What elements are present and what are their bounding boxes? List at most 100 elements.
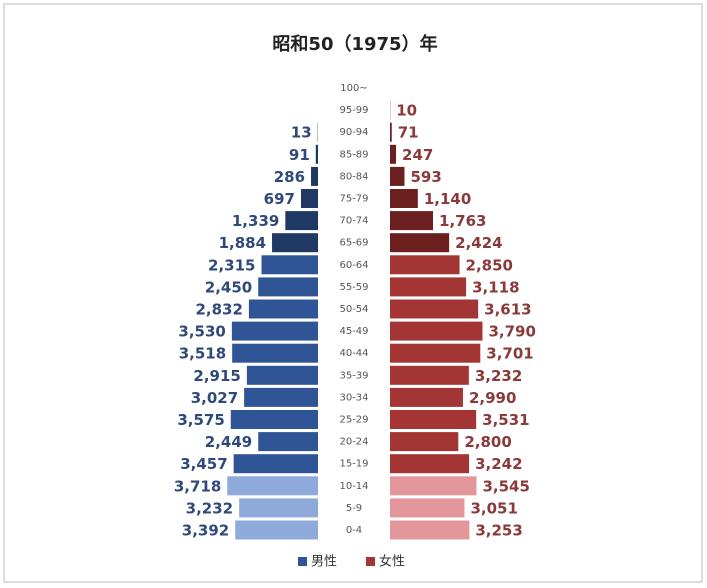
value-label: 3,613: [484, 301, 531, 319]
age-label: 20-24: [339, 437, 368, 448]
bar: [258, 277, 318, 296]
bar: [390, 432, 458, 451]
legend-swatch: [298, 557, 307, 566]
value-label: 1,884: [219, 234, 266, 252]
bar: [390, 255, 460, 274]
bar: [234, 454, 318, 473]
bar: [390, 211, 433, 230]
bar: [390, 521, 469, 540]
age-label: 15-19: [339, 459, 368, 470]
value-label: 2,450: [205, 278, 252, 296]
bar: [311, 167, 318, 186]
value-label: 1,140: [424, 190, 471, 208]
value-label: 2,800: [464, 433, 511, 451]
age-label: 0-4: [346, 525, 362, 536]
bar: [390, 145, 396, 164]
bar: [232, 344, 318, 363]
age-label: 10-14: [339, 481, 368, 492]
age-label: 45-49: [339, 326, 368, 337]
bar: [390, 123, 392, 142]
value-label: 2,915: [193, 367, 240, 385]
age-label: 100~: [340, 83, 367, 94]
value-label: 697: [264, 190, 295, 208]
bar: [390, 366, 469, 385]
value-label: 2,315: [208, 256, 255, 274]
bar: [390, 189, 418, 208]
value-label: 1,763: [439, 212, 486, 230]
value-label: 3,531: [482, 411, 529, 429]
value-label: 1,339: [232, 212, 279, 230]
value-label: 3,253: [475, 522, 522, 540]
bar: [390, 454, 469, 473]
age-label: 85-89: [339, 149, 368, 160]
value-label: 3,701: [486, 345, 533, 363]
value-label: 3,118: [472, 278, 519, 296]
bar: [390, 498, 464, 517]
bar: [390, 322, 482, 341]
bar: [239, 498, 318, 517]
bar: [390, 388, 463, 407]
value-label: 3,027: [191, 389, 238, 407]
legend-label: 男性: [311, 555, 337, 570]
bar: [247, 366, 318, 385]
age-label: 50-54: [339, 304, 368, 315]
value-label: 3,545: [482, 477, 529, 495]
bar: [390, 410, 476, 429]
bar: [390, 476, 476, 495]
age-label: 55-59: [339, 282, 368, 293]
legend-swatch: [366, 557, 375, 566]
age-label: 40-44: [339, 348, 368, 359]
bar: [232, 322, 318, 341]
age-label: 65-69: [339, 238, 368, 249]
value-label: 91: [289, 146, 310, 164]
age-label: 75-79: [339, 194, 368, 205]
value-label: 71: [398, 124, 419, 142]
bar: [390, 300, 478, 319]
chart-title: 昭和50（1975）年: [272, 33, 437, 55]
bar: [301, 189, 318, 208]
value-label: 593: [410, 168, 441, 186]
bar: [258, 432, 318, 451]
age-label: 80-84: [339, 171, 368, 182]
age-label: 70-74: [339, 216, 368, 227]
bar: [231, 410, 318, 429]
value-label: 286: [274, 168, 305, 186]
bar: [272, 233, 318, 252]
age-label: 60-64: [339, 260, 368, 271]
value-label: 3,392: [182, 522, 229, 540]
value-label: 3,718: [174, 477, 221, 495]
bar: [390, 344, 480, 363]
value-label: 3,790: [488, 323, 535, 341]
value-label: 3,232: [475, 367, 522, 385]
value-label: 3,242: [475, 455, 522, 473]
value-label: 3,530: [178, 323, 225, 341]
value-label: 247: [402, 146, 433, 164]
value-label: 2,424: [455, 234, 502, 252]
value-label: 2,850: [466, 256, 513, 274]
bar: [390, 233, 449, 252]
value-label: 3,051: [470, 499, 517, 517]
bar: [262, 255, 318, 274]
value-label: 3,575: [177, 411, 224, 429]
age-label: 95-99: [339, 105, 368, 116]
bar: [285, 211, 318, 230]
value-label: 3,518: [179, 345, 226, 363]
age-label: 90-94: [339, 127, 368, 138]
bar: [390, 167, 404, 186]
bar: [227, 476, 318, 495]
bar: [235, 521, 318, 540]
value-label: 2,449: [205, 433, 252, 451]
value-label: 13: [291, 124, 312, 142]
bar: [390, 277, 466, 296]
age-label: 30-34: [339, 392, 368, 403]
legend-label: 女性: [379, 554, 405, 570]
value-label: 10: [396, 102, 417, 120]
value-label: 3,232: [186, 499, 233, 517]
value-label: 3,457: [180, 455, 227, 473]
age-label: 25-29: [339, 415, 368, 426]
age-label: 5-9: [346, 503, 362, 514]
value-label: 2,832: [195, 301, 242, 319]
bar: [244, 388, 318, 407]
age-label: 35-39: [339, 370, 368, 381]
